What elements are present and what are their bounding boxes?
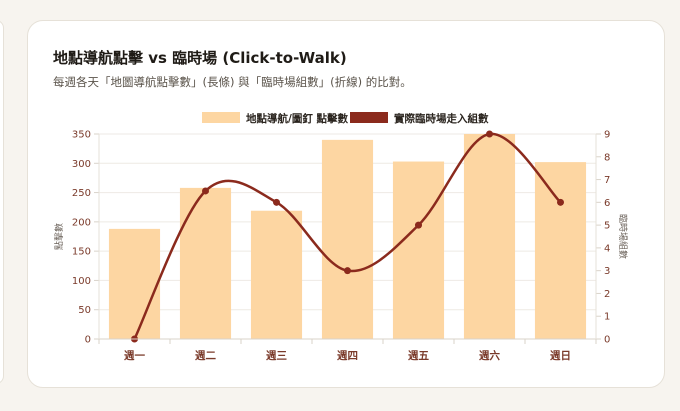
axes: 0 50 100 150 200 250 300 350 0 1 2 3 4 5 6 7 8 9 週一 週二 週三 週四 週…	[53, 130, 629, 363]
bar	[250, 210, 303, 339]
bar	[463, 134, 516, 339]
y-tick-label: 350	[72, 130, 91, 141]
y-tick-label: 150	[72, 247, 91, 258]
chart-title: 地點導航點擊 vs 臨時場 (Click-to-Walk)	[53, 49, 347, 67]
x-tick-label: 週二	[195, 350, 216, 362]
x-tick-label: 週三	[266, 350, 287, 362]
chart-card: 地點導航點擊 vs 臨時場 (Click-to-Walk) 每週各天「地圖導航點…	[27, 20, 665, 388]
y-tick-label: 200	[72, 217, 91, 228]
y2-tick-label: 5	[604, 221, 610, 232]
legend-swatch	[350, 112, 388, 123]
y2-tick-label: 7	[604, 175, 610, 186]
y2-tick-label: 3	[604, 266, 610, 277]
line-point	[202, 187, 209, 195]
x-tick-label: 週五	[408, 350, 429, 362]
bar	[108, 228, 161, 339]
y2-tick-label: 2	[604, 289, 610, 300]
line-point	[557, 198, 564, 206]
combo-chart: 0 50 100 150 200 250 300 350 0 1 2 3 4 5 6 7 8 9 週一 週二 週三 週四 週…	[53, 112, 629, 363]
x-tick-label: 週六	[479, 349, 500, 362]
line-point	[344, 267, 351, 275]
line-point	[486, 130, 493, 138]
chart-subtitle: 每週各天「地圖導航點擊數」(長條) 與「臨時場組數」(折線) 的比對。	[53, 75, 412, 89]
y-tick-label: 0	[85, 335, 91, 346]
y2-tick-label: 6	[604, 198, 610, 209]
y-tick-label: 50	[78, 305, 91, 316]
bar	[392, 161, 445, 339]
y-tick-label: 300	[72, 159, 91, 170]
x-tick-label: 週一	[124, 350, 145, 362]
legend-swatch	[202, 112, 240, 123]
y2-tick-label: 9	[604, 130, 610, 141]
x-tick-label: 週日	[550, 350, 571, 362]
x-tick-label: 週四	[337, 350, 358, 362]
bar-series	[108, 134, 587, 339]
adjacent-card-edge	[0, 20, 4, 384]
legend: 地點導航/圖釘 點擊數 實際臨時場走入組數	[202, 112, 489, 125]
bar	[321, 139, 374, 339]
legend-label: 地點導航/圖釘 點擊數	[246, 112, 348, 125]
line-point	[273, 198, 280, 206]
y-tick-label: 250	[72, 188, 91, 199]
bar	[179, 187, 232, 339]
legend-label: 實際臨時場走入組數	[394, 112, 489, 125]
y2-tick-label: 8	[604, 152, 610, 163]
y2-tick-label: 0	[604, 335, 610, 346]
y2-tick-label: 1	[604, 312, 610, 323]
line-point	[415, 221, 422, 229]
y-axis-title: 點擊數	[53, 223, 65, 250]
y-tick-label: 100	[72, 276, 91, 287]
bar	[534, 162, 587, 339]
y2-axis-title: 臨時場組數	[617, 214, 629, 259]
y2-tick-label: 4	[604, 243, 610, 254]
